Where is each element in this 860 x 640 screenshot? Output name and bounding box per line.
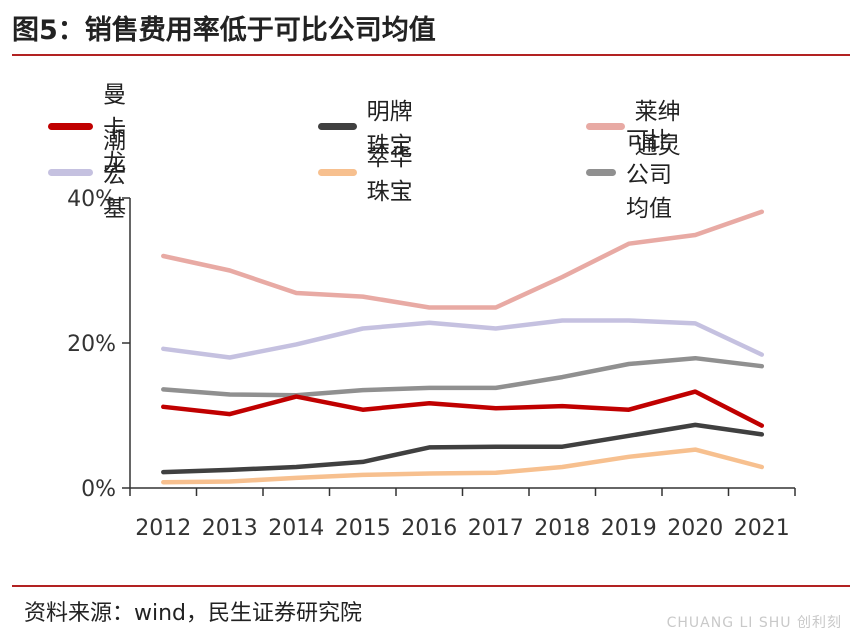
- series-line-4: [161, 447, 765, 485]
- x-tick-label: 2016: [401, 516, 457, 541]
- y-tick-label: 20%: [67, 332, 116, 357]
- legend-swatch: [318, 168, 357, 176]
- legend-item: 曼卡龙: [48, 82, 149, 176]
- legend-label: 曼卡龙: [103, 82, 127, 176]
- legend-label: 明牌珠宝: [366, 99, 413, 159]
- x-tick-label: 2015: [335, 516, 391, 541]
- legend-label: 潮宏基: [103, 128, 127, 222]
- legend-item: 莱绅通灵: [586, 99, 687, 159]
- x-tick-label: 2019: [601, 516, 657, 541]
- footer-divider: [12, 585, 850, 587]
- series-line-2: [161, 209, 765, 310]
- x-tick-label: 2013: [202, 516, 258, 541]
- legend-label: 萃华珠宝: [366, 145, 413, 205]
- chart-title: 图5：销售费用率低于可比公司均值: [12, 15, 436, 46]
- legend-item: 萃华珠宝: [318, 145, 419, 205]
- legend-item: 明牌珠宝: [318, 99, 419, 159]
- legend-swatch: [48, 168, 94, 176]
- x-tick-label: 2012: [135, 516, 191, 541]
- x-tick-label: 2021: [734, 516, 790, 541]
- legend-swatch: [318, 122, 357, 130]
- series-line-5: [161, 355, 765, 398]
- watermark: CHUANG LI SHU 创利刻: [666, 615, 842, 631]
- source-note: 资料来源：wind，民生证券研究院: [24, 601, 363, 626]
- x-tick-label: 2018: [534, 516, 590, 541]
- title-divider: [12, 54, 850, 56]
- y-tick-label: 40%: [67, 187, 116, 212]
- legend-item: 潮宏基: [48, 128, 149, 222]
- x-tick-label: 2014: [268, 516, 324, 541]
- legend-label: 可比公司均值: [626, 128, 673, 222]
- legend-swatch: [586, 122, 625, 130]
- line-chart: 0% 20% 40% 2012 2013 2014 2015 2016 2017 2018 2019…: [67, 187, 796, 541]
- x-tick-label: 2017: [468, 516, 524, 541]
- series-line-1: [161, 422, 765, 475]
- series-line-0: [161, 389, 765, 428]
- series-line-3: [161, 318, 765, 360]
- y-tick-label: 0%: [81, 477, 116, 502]
- legend-swatch: [48, 122, 94, 130]
- x-tick-label: 2020: [667, 516, 723, 541]
- legend-swatch: [586, 168, 617, 176]
- legend-item: 可比公司均值: [586, 128, 687, 222]
- legend-label: 莱绅通灵: [634, 99, 681, 159]
